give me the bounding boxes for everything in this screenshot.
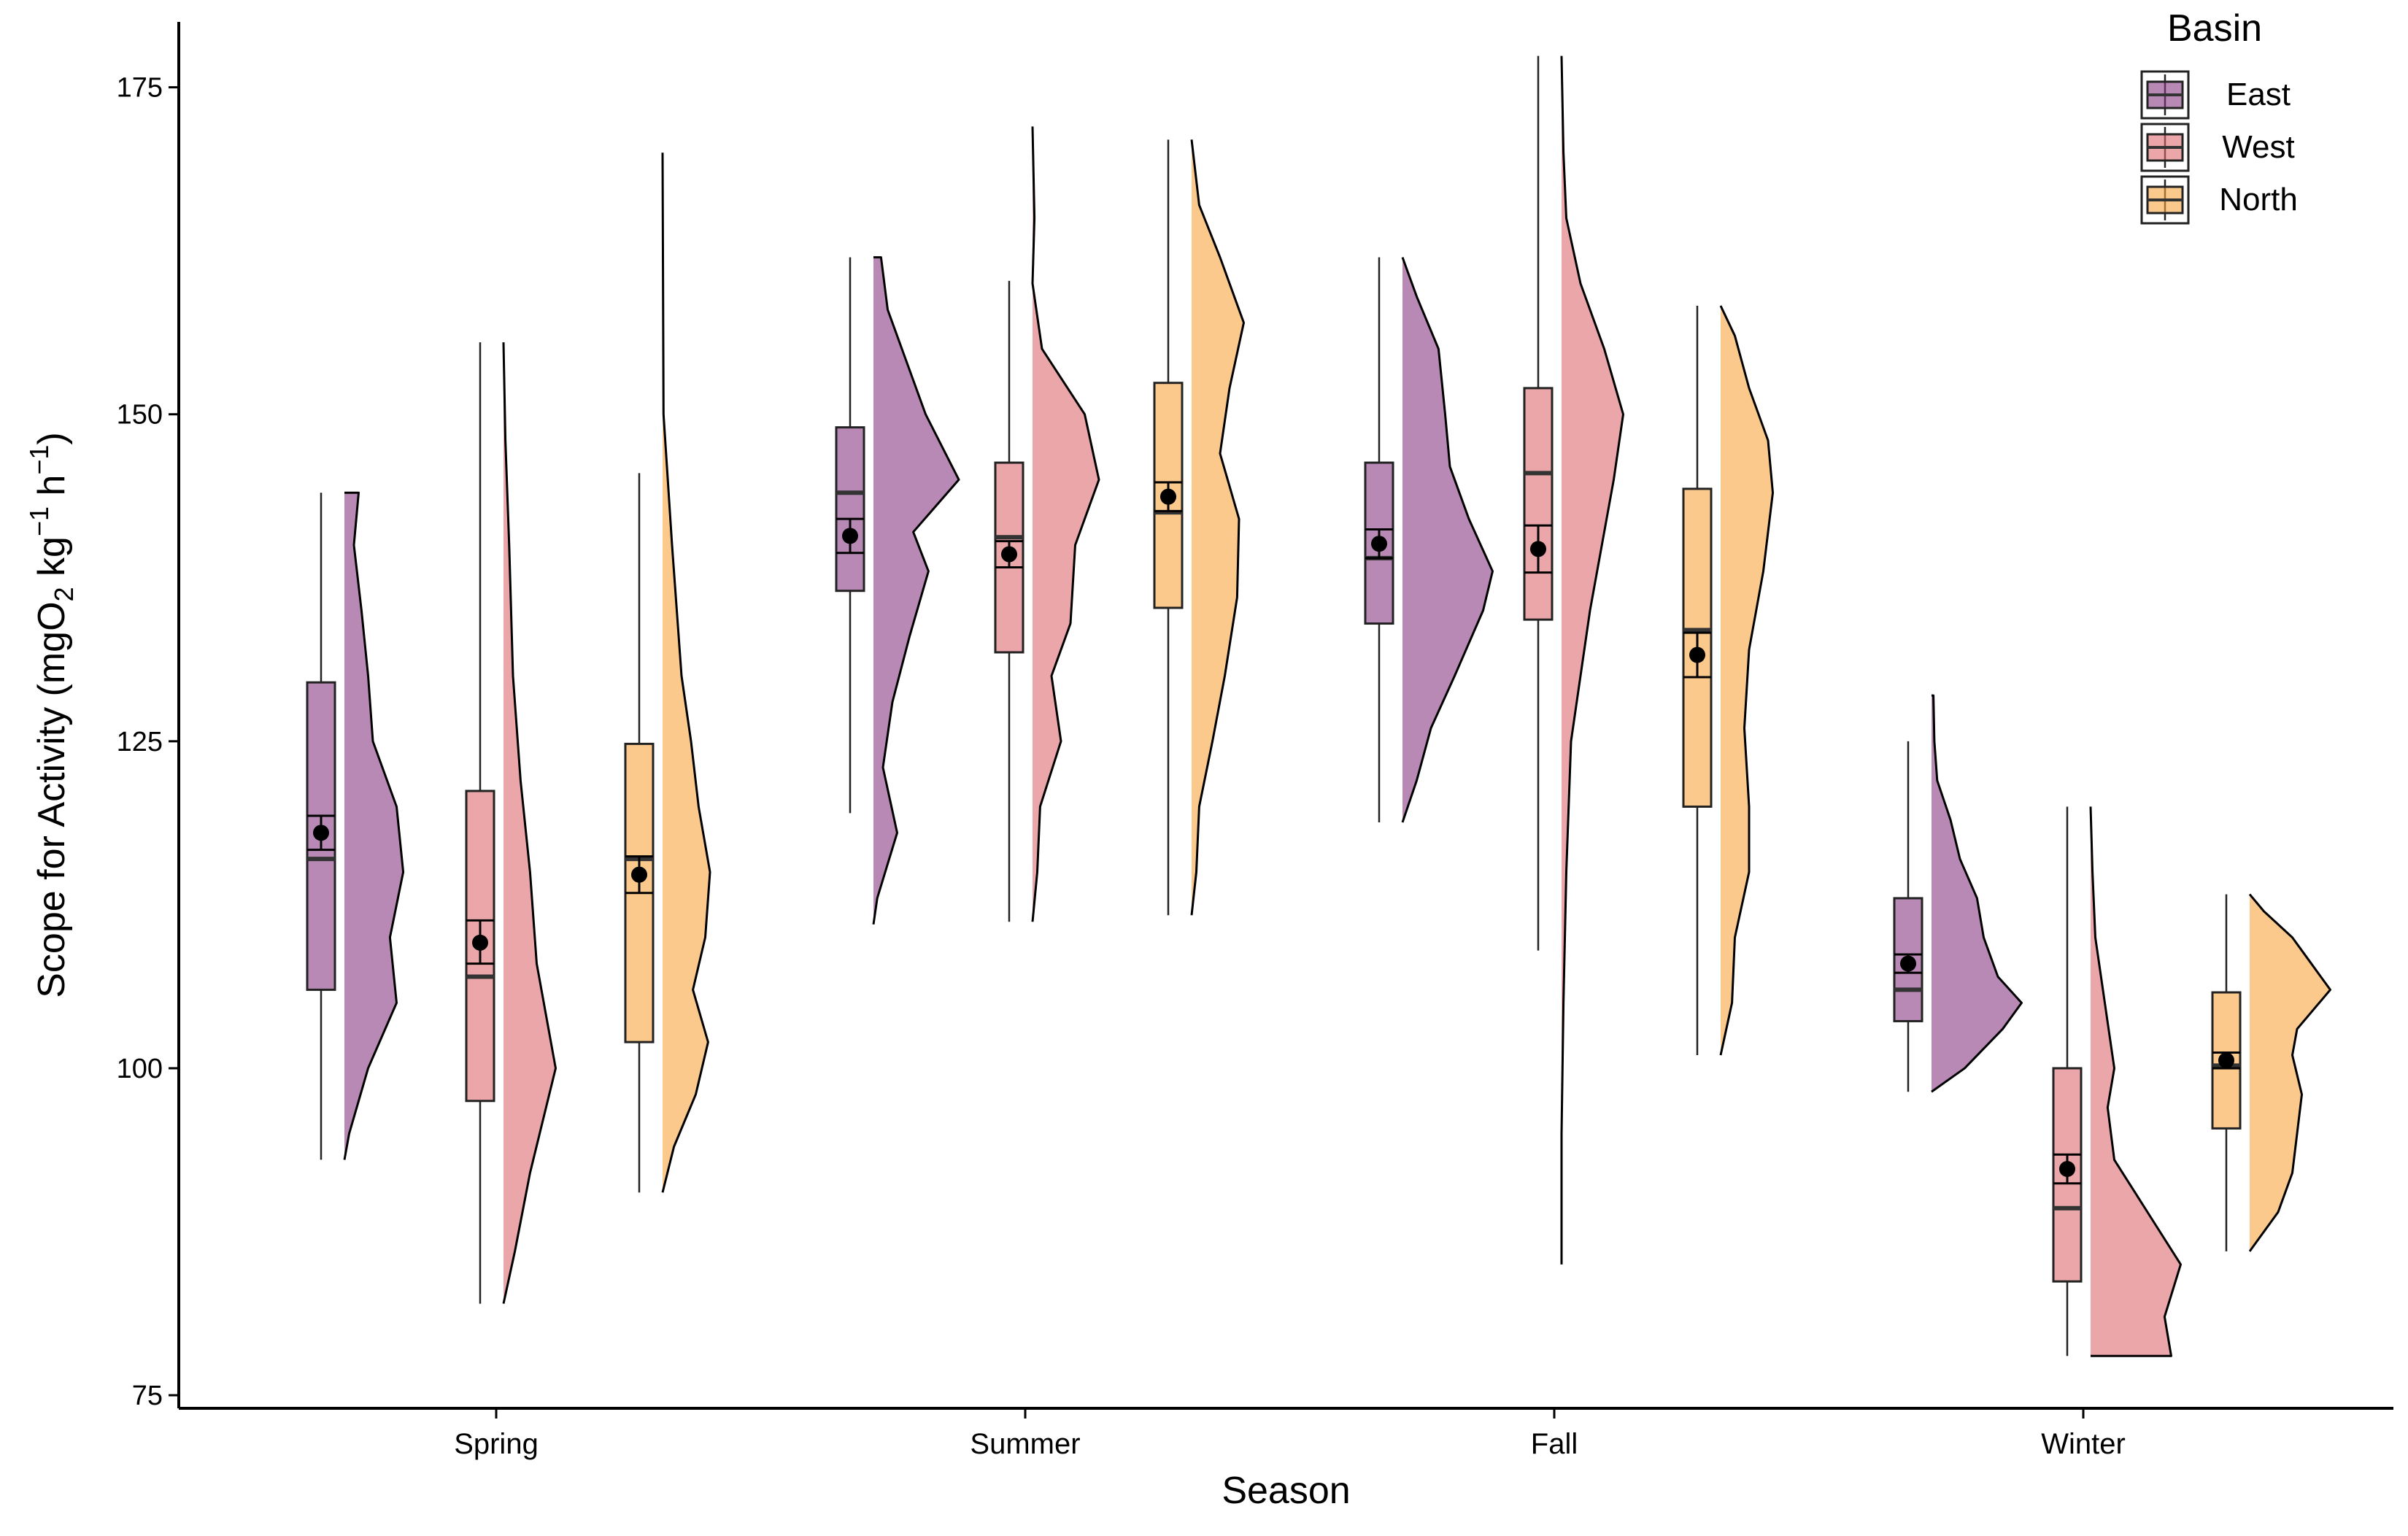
density-fill: [1192, 139, 1244, 916]
iqr-box: [835, 426, 865, 593]
density-outline: [2248, 893, 2331, 1252]
raincloud-west-spring: [465, 342, 557, 1304]
iqr-box: [1153, 382, 1184, 609]
raincloud-west-summer: [994, 126, 1100, 922]
mean-point: [472, 934, 488, 951]
iqr-box: [1893, 897, 1923, 1022]
density-outline: [1560, 55, 1624, 1265]
raincloud-east-fall: [1364, 257, 1494, 823]
mean-point: [2059, 1160, 2075, 1177]
raincloud-east-spring: [306, 491, 405, 1160]
y-axis-title-part: −1: [24, 445, 54, 475]
density-outline: [1401, 257, 1494, 823]
x-tick-label: Fall: [1531, 1428, 1578, 1460]
x-axis-title: Season: [1222, 1470, 1350, 1512]
mean-point: [631, 866, 647, 883]
legend-title: Basin: [2167, 7, 2262, 50]
raincloud-north-summer: [1153, 139, 1245, 916]
density-fill: [1932, 695, 2022, 1092]
mean-point: [842, 528, 858, 544]
density-outline: [872, 256, 960, 925]
density-fill: [663, 153, 710, 1193]
raincloud-west-winter: [2052, 806, 2182, 1357]
y-axis-title-part: h: [31, 475, 73, 506]
density-fill: [2250, 894, 2331, 1251]
mean-point: [1900, 955, 1916, 972]
x-tick-label: Summer: [970, 1428, 1080, 1460]
y-axis-title: Scope for Activity (mgO2 kg−1 h−1): [24, 432, 79, 998]
mean-point: [1530, 541, 1546, 557]
y-tick-label: 125: [117, 727, 163, 757]
legend-item-label: West: [2222, 129, 2294, 165]
plot-area: [306, 55, 2331, 1357]
density-outline: [1719, 305, 1774, 1056]
y-tick-label: 175: [117, 73, 163, 104]
mean-point: [1001, 546, 1017, 563]
raincloud-east-winter: [1893, 694, 2023, 1093]
density-fill: [1402, 257, 1493, 822]
density-fill: [503, 342, 556, 1304]
raincloud-north-fall: [1682, 305, 1774, 1056]
y-tick-label: 75: [132, 1381, 163, 1411]
legend: Basin East West North: [2140, 7, 2298, 225]
y-axis-title-part: Scope for Activity (mgO: [31, 601, 73, 997]
y-tick-label: 150: [117, 400, 163, 431]
density-outline: [343, 491, 405, 1160]
y-axis-title-part: −1: [24, 506, 54, 536]
density-outline: [1931, 694, 2023, 1093]
mean-point: [1689, 647, 1705, 663]
density-fill: [1033, 126, 1099, 922]
mean-point: [1371, 536, 1387, 552]
y-axis-title-part: kg: [31, 536, 73, 587]
x-tick-label: Winter: [2041, 1428, 2126, 1460]
x-tick-label: Spring: [454, 1428, 539, 1460]
density-outline: [661, 153, 711, 1193]
iqr-box: [994, 461, 1024, 654]
density-outline: [1190, 139, 1245, 916]
y-tick-label: 100: [117, 1054, 163, 1084]
raincloud-north-winter: [2211, 893, 2331, 1252]
density-fill: [1562, 55, 1624, 1265]
y-axis-title-part: ): [31, 432, 73, 444]
density-fill: [873, 257, 959, 925]
density-outline: [1031, 126, 1100, 922]
legend-item-label: East: [2226, 77, 2291, 112]
axes: 75 100 125 150 175 Spring Summer Fall Winter Seas…: [24, 22, 2393, 1512]
density-outline: [502, 342, 557, 1304]
legend-item-label: North: [2219, 182, 2298, 217]
y-axis-title-part: 2: [49, 587, 79, 601]
density-fill: [344, 493, 404, 1160]
mean-point: [313, 825, 329, 841]
raincloud-north-spring: [624, 153, 711, 1193]
mean-point: [2218, 1052, 2234, 1069]
raincloud-east-summer: [835, 256, 960, 925]
iqr-box: [1523, 387, 1554, 621]
raincloud-west-fall: [1523, 55, 1624, 1265]
legend-item-west: West: [2140, 123, 2295, 172]
density-outline: [2089, 806, 2182, 1357]
legend-item-east: East: [2140, 70, 2291, 120]
density-fill: [2091, 806, 2181, 1356]
legend-item-north: North: [2140, 175, 2298, 225]
mean-point: [1160, 488, 1176, 505]
